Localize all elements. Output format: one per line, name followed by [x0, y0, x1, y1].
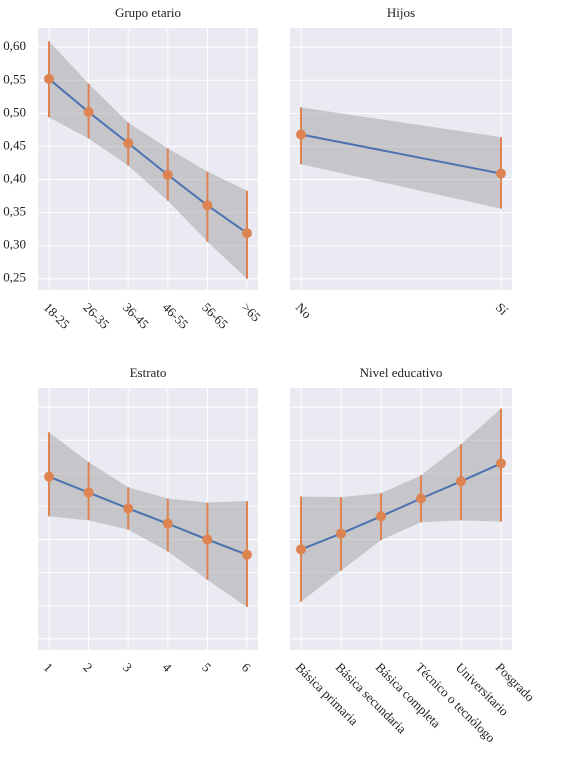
panel-title: Grupo etario	[115, 5, 181, 20]
plot-background	[290, 28, 512, 290]
x-tick-label: 56-65	[199, 300, 231, 332]
x-tick-label: 5	[199, 660, 214, 675]
point	[336, 528, 346, 539]
point	[296, 544, 306, 555]
point	[202, 534, 213, 545]
y-tick-label: 0,55	[3, 71, 26, 86]
line	[300, 133, 502, 175]
x-tick-label: 3	[120, 660, 135, 675]
x-tick-label: 26-35	[80, 300, 112, 332]
x-tick-label: 4	[160, 660, 176, 676]
point	[456, 476, 466, 487]
panel-title: Hijos	[387, 5, 415, 20]
line	[48, 475, 248, 556]
point	[202, 200, 213, 211]
point	[376, 511, 386, 522]
point	[496, 168, 506, 179]
y-tick-label: 0,35	[3, 204, 26, 219]
x-tick-label: 6	[239, 660, 255, 676]
x-tick-label: 18-25	[41, 300, 73, 332]
point	[83, 107, 94, 118]
point	[162, 169, 173, 180]
y-tick-label: 0,45	[3, 137, 26, 152]
point	[496, 458, 506, 469]
x-tick-label: No	[293, 300, 315, 322]
x-tick-label: Sí	[493, 300, 512, 319]
x-tick-label: 36-45	[120, 300, 152, 332]
y-tick-label: 0,60	[3, 38, 26, 53]
line	[48, 78, 248, 234]
x-tick-label: Básica secundaria	[333, 660, 410, 737]
point	[123, 138, 134, 149]
plot-background	[290, 388, 512, 650]
y-tick-label: 0,40	[3, 170, 26, 185]
plot-background	[38, 388, 258, 650]
point	[44, 73, 54, 84]
x-tick-label: 1	[41, 660, 56, 675]
point	[162, 518, 173, 529]
x-tick-label: 2	[80, 660, 95, 675]
point	[242, 549, 252, 560]
confidence-band	[49, 432, 247, 607]
y-tick-label: 0,25	[3, 270, 26, 285]
line	[300, 462, 502, 551]
point	[83, 487, 94, 498]
y-tick-label: 0,50	[3, 104, 26, 119]
point	[242, 228, 252, 239]
panel-title: Nivel educativo	[360, 365, 443, 380]
panel-title: Estrato	[130, 365, 167, 380]
point	[296, 129, 306, 140]
confidence-band	[301, 408, 501, 602]
x-tick-label: 46-55	[160, 300, 192, 332]
confidence-band	[301, 107, 501, 209]
point	[416, 493, 426, 504]
x-tick-label: >65	[239, 300, 264, 325]
point	[44, 471, 54, 482]
point	[123, 503, 134, 514]
y-tick-label: 0,30	[3, 237, 26, 252]
